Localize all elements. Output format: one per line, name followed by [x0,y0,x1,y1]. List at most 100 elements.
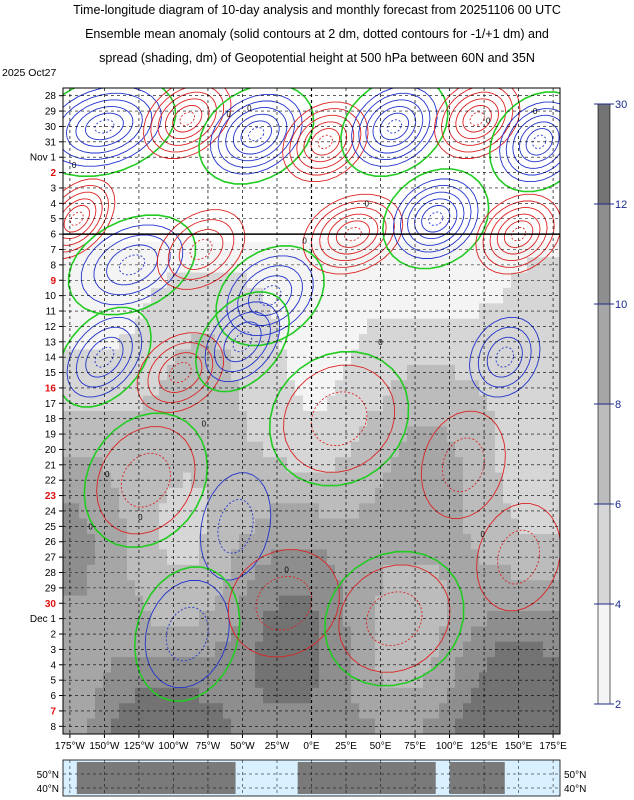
y-tick-label: 5 [50,214,56,225]
spread-cell [111,149,120,166]
spread-cell [255,134,264,151]
spread-cell [239,118,248,135]
spread-cell [399,564,408,581]
spread-cell [303,395,312,412]
spread-cell [431,380,440,397]
spread-cell [127,518,136,535]
y-tick-label: 28 [45,91,57,102]
spread-cell [231,687,240,704]
spread-cell [319,257,328,274]
spread-cell [135,287,144,304]
spread-cell [335,118,344,135]
spread-cell [183,503,192,520]
spread-cell [103,349,112,366]
spread-cell [351,395,360,412]
spread-cell [167,518,176,535]
spread-cell [399,641,408,658]
spread-cell [399,211,408,228]
spread-cell [183,687,192,704]
spread-cell [327,88,336,104]
spread-cell [535,395,544,412]
spread-cell [247,257,256,274]
spread-cell [287,88,296,104]
spread-cell [519,534,528,551]
spread-cell [191,518,200,535]
spread-cell [95,364,104,381]
spread-cell [543,134,552,151]
spread-cell [63,195,72,212]
spread-cell [399,626,408,643]
spread-cell [503,518,512,535]
spread-cell [423,672,432,689]
spread-cell [495,457,504,474]
y-tick-label: 30 [45,599,57,610]
spread-cell [95,103,104,120]
spread-cell [495,411,504,427]
anomaly-contour [499,101,560,183]
spread-cell [255,595,264,612]
spread-cell [351,88,360,104]
spread-cell [215,334,224,351]
spread-cell [503,395,512,412]
spread-cell [95,518,104,535]
spread-cell [383,318,392,335]
spread-cell [135,211,144,228]
spread-cell [455,118,464,135]
spread-cell [103,364,112,381]
spread-cell [551,549,560,566]
spread-cell [303,211,312,228]
spread-cell [279,257,288,274]
spread-cell [87,364,96,381]
anomaly-contour [144,580,230,689]
y-tick-label: 25 [45,522,57,533]
spread-cell [87,257,96,274]
spread-cell [207,118,216,135]
spread-cell [279,426,288,443]
spread-cell [431,318,440,335]
spread-cell [111,626,120,643]
spread-cell [231,549,240,566]
spread-cell [487,287,496,304]
spread-cell [279,241,288,258]
zero-contour [63,88,177,177]
spread-cell [391,118,400,135]
spread-cell [543,672,552,689]
spread-cell [335,349,344,366]
spread-cell [407,318,416,335]
spread-cell [95,88,104,104]
spread-cell [255,272,264,289]
spread-cell [279,687,288,704]
spread-cell [303,426,312,443]
spread-cell [447,657,456,674]
spread-cell [367,349,376,366]
spread-cell [159,241,168,258]
spread-cell [207,580,216,597]
zero-contour [268,350,410,487]
spread-cell [551,287,560,304]
spread-cell [375,395,384,412]
spread-cell [255,149,264,166]
spread-cell [231,441,240,458]
spread-cell [119,349,128,366]
spread-cell [127,257,136,274]
spread-cell [351,564,360,581]
spread-cell [271,395,280,412]
spread-cell [543,580,552,597]
spread-cell [255,457,264,474]
spread-cell [351,303,360,320]
spread-cell [159,318,168,335]
spread-cell [423,303,432,320]
anomaly-contour [240,120,273,148]
spread-cell [159,164,168,181]
spread-cell [519,303,528,320]
spread-cell [399,103,408,120]
spread-cell [207,610,216,627]
spread-cell [151,518,160,535]
spread-cell [535,380,544,397]
contour-label: 0 [302,236,307,245]
colorbar-tick-label: 4 [615,599,621,611]
spread-cell [495,241,504,258]
spread-cell [431,395,440,412]
spread-cell [231,718,240,734]
spread-cell [487,518,496,535]
